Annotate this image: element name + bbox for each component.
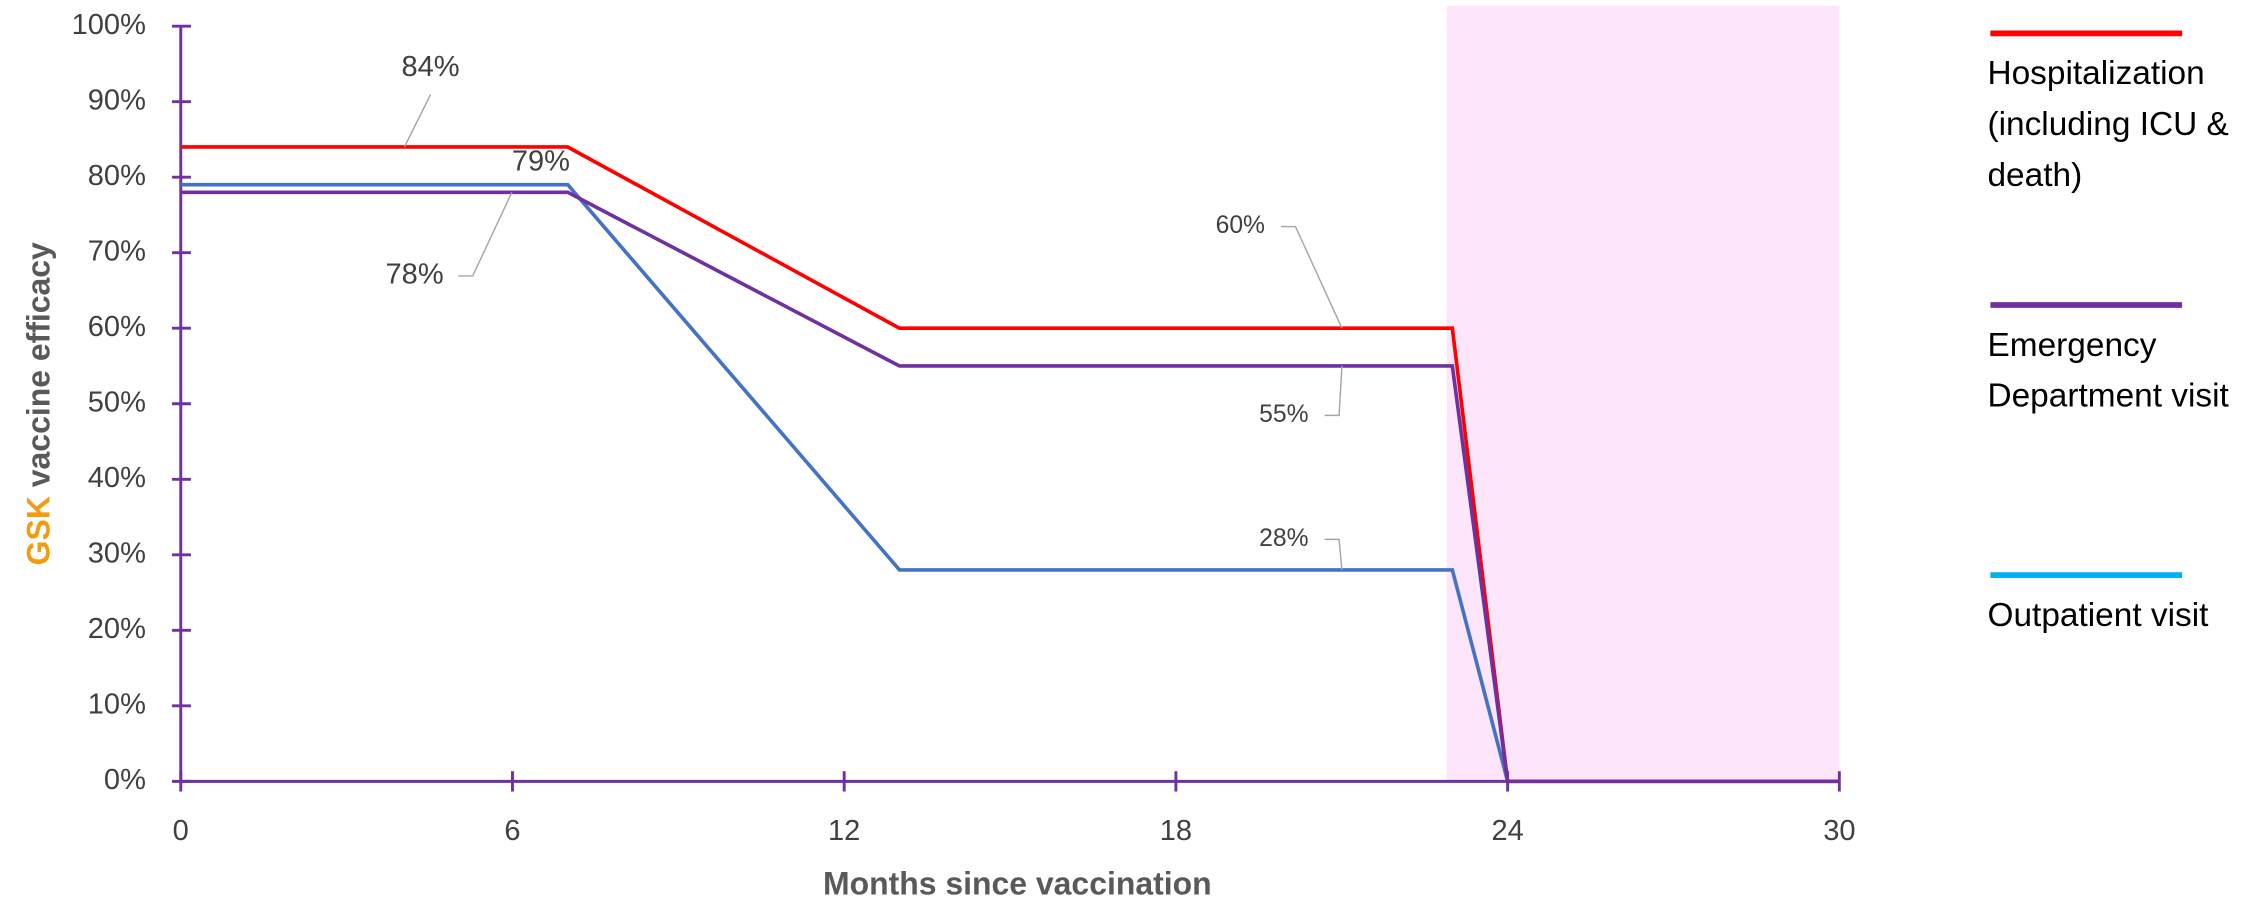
y-tick-label: 0%: [104, 764, 146, 796]
series-line: [180, 190, 1840, 784]
data-label: 84%: [402, 51, 460, 83]
series-line: [180, 182, 1510, 782]
y-tick-label: 100%: [72, 9, 146, 41]
y-tick-label: 60%: [88, 311, 146, 343]
label-leader: [1324, 365, 1343, 417]
x-tick-label: 6: [504, 815, 520, 847]
y-tick-label: 80%: [88, 160, 146, 192]
x-tick-label: 30: [1823, 815, 1855, 847]
x-tick-label: 18: [1160, 815, 1192, 847]
data-label: 60%: [1216, 212, 1265, 239]
label-leader: [1324, 538, 1343, 570]
data-label: 55%: [1259, 401, 1308, 428]
legend-entry: Hospitalization (including ICU & death): [1987, 53, 2229, 194]
data-label: 79%: [512, 145, 570, 177]
shaded-region: [1446, 5, 1840, 782]
y-tick-label: 70%: [88, 235, 146, 267]
y-axis-title-main: vaccine efficacy: [21, 242, 57, 487]
data-label: 78%: [386, 259, 444, 291]
x-tick-label: 12: [828, 815, 860, 847]
data-label: 28%: [1259, 525, 1308, 552]
x-axis-title: Months since vaccination: [823, 865, 1212, 899]
y-tick-label: 10%: [88, 689, 146, 721]
legend-entry: Outpatient visit: [1987, 595, 2209, 634]
legend-label: Outpatient visit: [1987, 595, 2209, 634]
legend-label: Emergency Department visit: [1987, 325, 2229, 414]
label-leader: [458, 191, 513, 277]
label-leader: [1280, 225, 1343, 329]
y-tick-label: 20%: [88, 613, 146, 645]
label-leader: [403, 94, 432, 148]
y-axis-title-brand: GSK: [21, 496, 57, 565]
legend-label: Hospitalization (including ICU & death): [1987, 53, 2229, 194]
y-tick-label: 50%: [88, 386, 146, 418]
y-tick-label: 90%: [88, 84, 146, 116]
y-tick-label: 30%: [88, 537, 146, 569]
x-tick-label: 0: [173, 815, 189, 847]
y-axis-title: GSK vaccine efficacy: [21, 242, 57, 565]
legend-entry: Emergency Department visit: [1987, 325, 2229, 414]
y-axis-title-text: GSK vaccine efficacy: [21, 242, 57, 565]
x-tick-label: 24: [1491, 815, 1523, 847]
y-tick-label: 40%: [88, 462, 146, 494]
